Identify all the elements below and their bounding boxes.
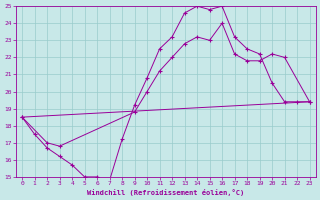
X-axis label: Windchill (Refroidissement éolien,°C): Windchill (Refroidissement éolien,°C) — [87, 189, 244, 196]
